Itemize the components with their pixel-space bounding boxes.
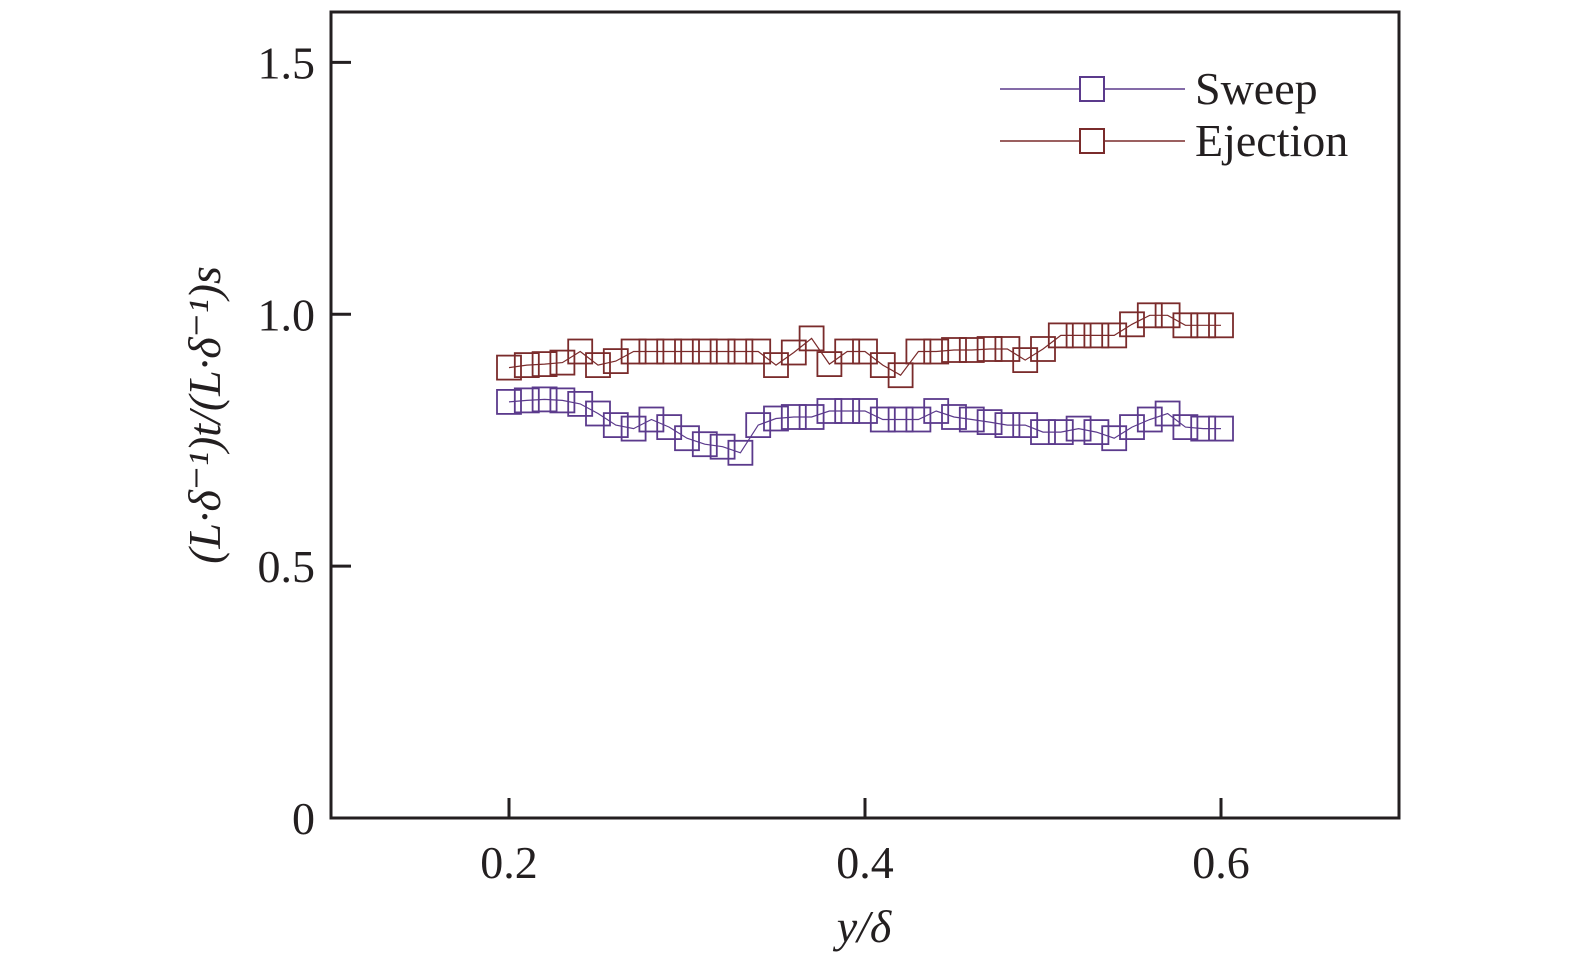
- data-point-sweep: [567, 390, 594, 417]
- data-point-ejection: [1065, 322, 1092, 349]
- data-point-sweep: [941, 404, 967, 430]
- data-point-ejection: [745, 338, 772, 365]
- data-point-sweep: [638, 406, 665, 433]
- data-point-sweep: [1136, 406, 1163, 433]
- legend-item-ejection: Ejection: [1000, 115, 1348, 166]
- data-point-sweep: [602, 412, 629, 439]
- data-point-sweep: [869, 406, 896, 433]
- data-point-ejection: [567, 338, 594, 365]
- data-point-sweep: [549, 387, 576, 414]
- data-point-sweep: [834, 398, 861, 424]
- data-point-ejection: [1154, 302, 1181, 329]
- data-point-ejection: [869, 352, 896, 379]
- data-point-ejection: [798, 325, 825, 352]
- data-point-sweep: [1083, 419, 1110, 446]
- data-point-ejection: [905, 338, 932, 365]
- data-point-ejection: [780, 339, 807, 366]
- y-tick-label: 1.0: [258, 289, 316, 340]
- data-point-ejection: [1047, 322, 1074, 349]
- data-point-sweep: [852, 398, 878, 424]
- data-point-sweep: [1012, 412, 1039, 439]
- data-point-ejection: [923, 338, 950, 365]
- data-point-ejection: [656, 338, 683, 365]
- data-point-sweep: [1208, 415, 1234, 442]
- data-point-ejection: [709, 338, 736, 365]
- data-point-ejection: [1136, 302, 1163, 329]
- plot-area: [496, 302, 1234, 466]
- data-point-sweep: [994, 412, 1021, 439]
- data-point-sweep: [1154, 400, 1181, 427]
- data-point-sweep: [905, 406, 932, 433]
- x-axis-title: y/δ: [833, 901, 892, 952]
- data-point-ejection: [727, 338, 754, 365]
- data-point-ejection: [887, 362, 914, 389]
- legend-label-ejection: Ejection: [1195, 115, 1348, 166]
- data-point-sweep: [887, 406, 914, 433]
- data-point-ejection: [1208, 312, 1234, 339]
- data-point-sweep: [816, 398, 843, 424]
- data-point-sweep: [958, 406, 985, 433]
- data-point-sweep: [727, 439, 754, 466]
- data-point-ejection: [958, 337, 985, 363]
- data-point-ejection: [496, 354, 522, 381]
- data-point-ejection: [531, 351, 558, 378]
- x-axis: 0.2 0.4 0.6: [480, 798, 1250, 888]
- data-point-ejection: [691, 338, 718, 365]
- data-point-sweep: [709, 433, 736, 460]
- series-ejection: [496, 302, 1234, 389]
- data-point-sweep: [674, 425, 700, 452]
- legend-item-sweep: Sweep: [1000, 63, 1318, 114]
- y-tick-label: 1.5: [258, 37, 316, 88]
- x-tick-label: 0.6: [1192, 837, 1250, 888]
- data-point-sweep: [780, 404, 807, 430]
- y-tick-label: 0.5: [258, 541, 316, 592]
- data-point-ejection: [834, 338, 861, 365]
- data-point-sweep: [1030, 419, 1056, 446]
- data-point-ejection: [1172, 312, 1199, 339]
- data-point-ejection: [638, 338, 665, 365]
- data-point-ejection: [513, 352, 540, 379]
- series-sweep: [496, 386, 1234, 466]
- y-axis-title-text: (L·δ⁻¹)t/(L·δ⁻¹)s: [179, 266, 230, 564]
- data-point-sweep: [923, 398, 950, 424]
- data-point-ejection: [852, 338, 878, 365]
- y-axis: 0 0.5 1.0 1.5: [258, 37, 351, 844]
- data-point-ejection: [674, 338, 700, 365]
- legend-marker-ejection: [1079, 128, 1105, 154]
- y-axis-title: (L·δ⁻¹)t/(L·δ⁻¹)s: [179, 266, 230, 564]
- x-tick-label: 0.4: [836, 837, 894, 888]
- data-point-sweep: [1190, 415, 1217, 442]
- data-point-sweep: [1065, 415, 1092, 442]
- legend-marker-sweep: [1079, 76, 1105, 102]
- data-point-ejection: [1030, 336, 1056, 362]
- data-point-ejection: [620, 338, 647, 365]
- data-point-sweep: [745, 412, 772, 439]
- data-point-ejection: [1119, 311, 1145, 338]
- data-point-sweep: [620, 415, 647, 442]
- data-point-sweep: [1047, 419, 1074, 446]
- y-tick-label: 0: [292, 793, 315, 844]
- data-point-sweep: [496, 388, 522, 415]
- data-point-sweep: [798, 404, 825, 430]
- data-point-ejection: [1190, 312, 1217, 339]
- data-point-sweep: [691, 431, 718, 458]
- data-point-sweep: [531, 386, 558, 413]
- data-point-ejection: [1083, 322, 1110, 349]
- data-point-sweep: [763, 405, 789, 432]
- data-point-sweep: [1119, 414, 1145, 441]
- data-point-ejection: [976, 336, 1003, 362]
- data-point-ejection: [602, 348, 629, 375]
- data-point-ejection: [585, 352, 611, 379]
- data-point-sweep: [976, 409, 1003, 436]
- data-point-sweep: [1172, 414, 1199, 441]
- legend-label-sweep: Sweep: [1195, 63, 1318, 114]
- data-point-sweep: [513, 387, 540, 414]
- x-tick-label: 0.2: [480, 837, 538, 888]
- data-point-ejection: [941, 337, 967, 363]
